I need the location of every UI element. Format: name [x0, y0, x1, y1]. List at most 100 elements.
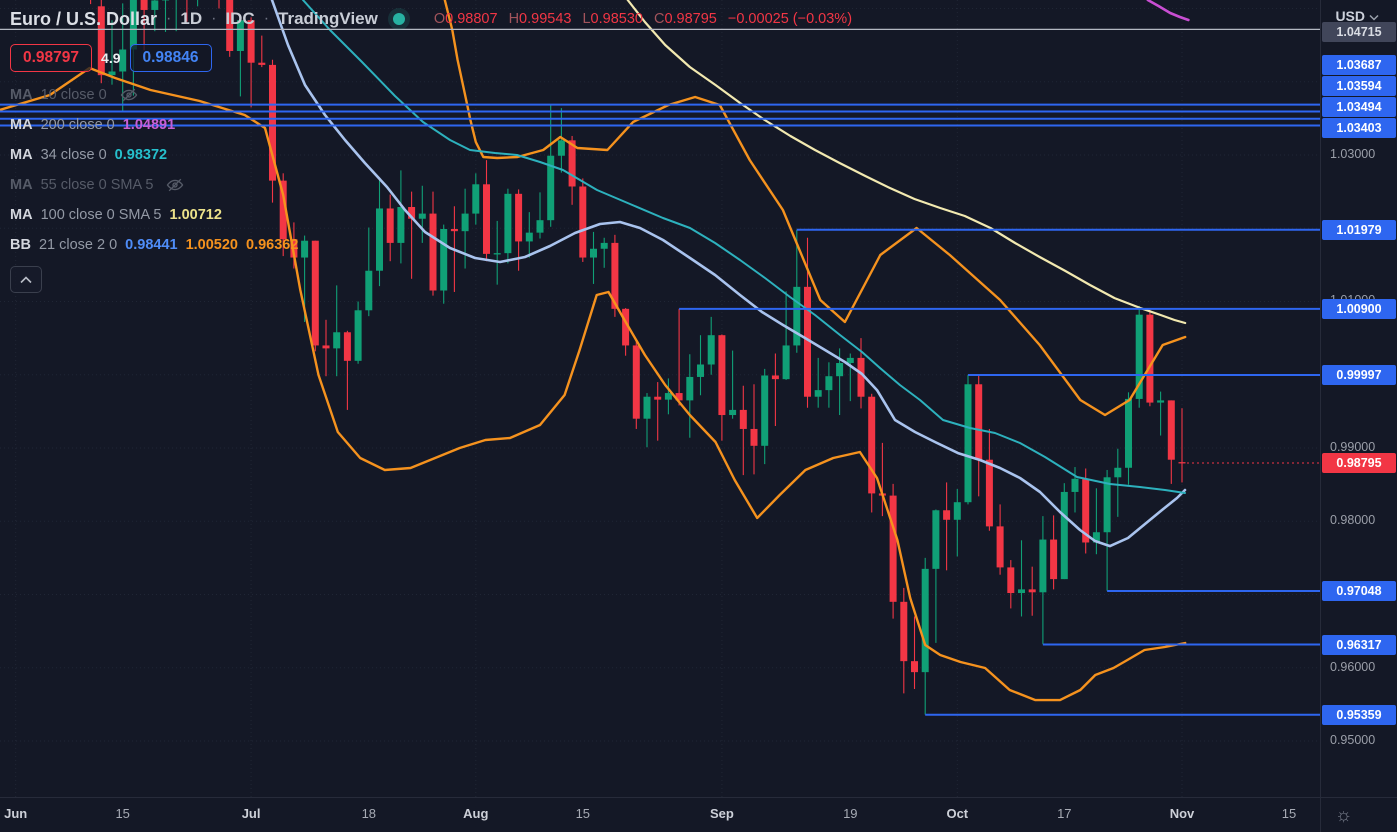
open-label: O	[433, 11, 446, 27]
candle-body	[140, 0, 148, 10]
candle-body	[1071, 478, 1079, 492]
time-axis-label: Nov	[1169, 806, 1195, 821]
candle-body	[397, 207, 405, 243]
time-axis[interactable]: Jun 15 Jul 18 Aug 15 Sep 19 Oct 17 Nov 15	[0, 797, 1320, 832]
price-chart[interactable]	[0, 0, 1320, 797]
sun-icon[interactable]: ☼	[1335, 804, 1353, 826]
candle-body	[429, 213, 437, 291]
low-label: L	[582, 11, 591, 27]
indicator-value: 1.00712	[169, 207, 222, 223]
bid-price-box[interactable]: 0.98797	[10, 44, 93, 72]
candle-body	[450, 228, 458, 232]
candle-body	[975, 384, 983, 460]
price-level-badge: 0.95359	[1322, 705, 1396, 725]
candle-body	[343, 332, 351, 361]
indicator-row-ma-100[interactable]: MA 100 close 0 SMA 5 1.00712	[10, 200, 852, 230]
eye-off-icon[interactable]	[165, 175, 185, 195]
candle-body	[504, 193, 512, 254]
candle-body	[804, 286, 811, 397]
candle-body	[1114, 467, 1122, 478]
candle-body	[729, 409, 737, 416]
price-level-badge: 0.96317	[1322, 635, 1396, 655]
candle-body	[1157, 400, 1165, 403]
ma-34-line	[302, 0, 1186, 494]
candle-body	[664, 393, 672, 400]
candle-body	[675, 393, 683, 401]
collapse-indicators-button[interactable]	[10, 266, 42, 293]
close-value: 0.98795	[664, 11, 717, 27]
indicator-value: 0.98372	[114, 147, 168, 163]
indicator-value: 1.00520	[185, 237, 238, 253]
spread-value: 4.9	[101, 50, 121, 66]
price-level-badge: 0.99997	[1322, 365, 1396, 385]
indicator-row-ma-200[interactable]: MA 200 close 0 1.04891	[10, 110, 852, 140]
candle-body	[1178, 462, 1186, 464]
candle-body	[707, 335, 715, 365]
axis-corner: ☼	[1320, 797, 1397, 832]
candle-body	[365, 270, 373, 311]
candle-body	[386, 208, 394, 243]
candle-body	[1135, 314, 1143, 399]
candle-body	[1167, 400, 1175, 460]
candle-body	[1146, 314, 1154, 403]
time-axis-label: 15	[575, 806, 591, 821]
time-axis-label: Jun	[4, 806, 28, 821]
indicator-name: MA	[10, 207, 33, 223]
currency-selector[interactable]: USD	[1335, 8, 1379, 24]
indicator-name: MA	[10, 117, 33, 133]
candle-body	[750, 428, 758, 446]
candle-body	[654, 396, 662, 400]
high-value: 0.99543	[519, 11, 572, 27]
indicator-row-ma-34[interactable]: MA 34 close 0 0.98372	[10, 140, 852, 170]
candle-body	[354, 310, 362, 361]
title-separator: ·	[211, 10, 217, 27]
candle-body	[1103, 477, 1111, 533]
timeframe-label[interactable]: 1D	[180, 9, 203, 28]
indicator-row-ma-10[interactable]: MA 10 close 0	[10, 80, 852, 110]
candle-body	[493, 253, 501, 255]
candle-body	[932, 510, 940, 569]
candle-body	[301, 240, 309, 258]
price-level-badge: 1.03594	[1322, 76, 1396, 96]
indicator-value: 1.04891	[122, 117, 176, 133]
time-axis-label: Oct	[946, 806, 969, 821]
candle-body	[718, 335, 726, 416]
candle-body	[525, 232, 533, 242]
eye-off-icon[interactable]	[119, 85, 139, 105]
ask-price-box[interactable]: 0.98846	[129, 44, 212, 72]
candle-body	[536, 220, 544, 233]
candle-body	[269, 64, 276, 181]
candle-body	[1082, 478, 1090, 543]
price-level-badge: 1.00900	[1322, 299, 1396, 319]
time-axis-label: Jul	[241, 806, 261, 821]
time-axis-label: 15	[115, 806, 130, 821]
price-axis-label: 1.03000	[1330, 146, 1376, 161]
change-value: −0.00025 (−0.03%)	[727, 11, 853, 27]
candle-body	[1050, 539, 1058, 580]
candle-body	[996, 526, 1004, 568]
candle-body	[1125, 398, 1132, 468]
indicator-name: MA	[10, 177, 33, 193]
bb-basis-line	[270, 0, 1187, 548]
symbol-title-row: Euro / U.S. Dollar · 1D · IDC · TradingV…	[10, 6, 852, 32]
candle-body	[611, 242, 619, 309]
candle-body	[782, 345, 790, 380]
market-status-icon[interactable]	[392, 13, 405, 25]
candle-body	[461, 213, 469, 232]
candle-body	[97, 6, 105, 76]
candle-body	[825, 376, 833, 391]
indicator-row-ma-55[interactable]: MA 55 close 0 SMA 5	[10, 170, 852, 200]
candle-body	[846, 357, 854, 364]
indicator-row-bb-21[interactable]: BB 21 close 2 0 0.98441 1.00520 0.96362	[10, 230, 852, 260]
candle-body	[226, 0, 234, 51]
candle-body	[814, 390, 822, 397]
close-label: C	[653, 11, 665, 27]
indicator-name: MA	[10, 87, 33, 103]
candle-body	[236, 20, 244, 51]
candle-body	[985, 459, 993, 527]
symbol-title[interactable]: Euro / U.S. Dollar	[10, 8, 158, 29]
open-value: 0.98807	[445, 11, 498, 27]
bb-lower-line	[0, 66, 1187, 702]
candle-body	[836, 363, 844, 377]
price-axis[interactable]: 1.040001.030001.020001.010001.000000.990…	[1320, 0, 1397, 797]
